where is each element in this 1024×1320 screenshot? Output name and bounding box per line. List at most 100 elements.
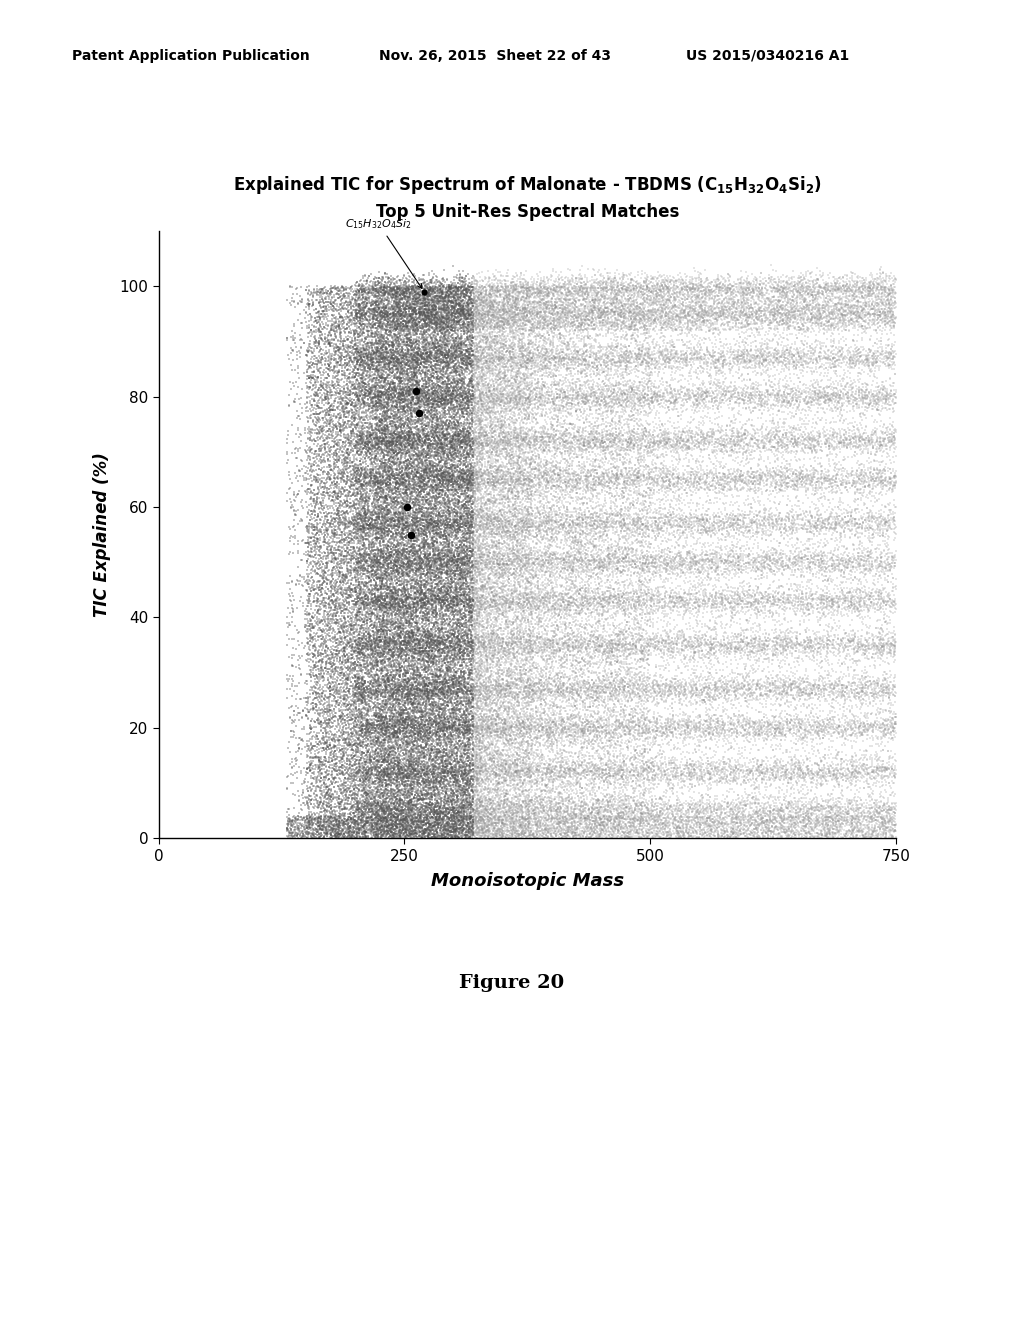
Point xyxy=(361,713,378,734)
Point xyxy=(389,350,406,371)
Point xyxy=(314,628,331,649)
Point xyxy=(540,768,556,789)
Point xyxy=(494,709,510,730)
Point xyxy=(391,413,408,434)
Point xyxy=(662,504,678,525)
Point xyxy=(402,416,419,437)
Point xyxy=(538,669,554,690)
Point xyxy=(431,649,447,671)
Point xyxy=(841,297,857,318)
Point xyxy=(398,615,415,636)
Point xyxy=(510,801,526,822)
Point xyxy=(668,506,684,527)
Point xyxy=(353,680,370,701)
Point xyxy=(310,541,327,562)
Point xyxy=(888,645,904,667)
Point xyxy=(668,727,684,748)
Point xyxy=(684,286,700,308)
Point xyxy=(354,296,371,317)
Point xyxy=(874,715,891,737)
Point xyxy=(687,751,703,772)
Point xyxy=(459,590,475,611)
Point xyxy=(440,301,457,322)
Point xyxy=(772,277,788,298)
Point xyxy=(365,792,381,813)
Point xyxy=(705,710,721,731)
Point xyxy=(494,337,510,358)
Point xyxy=(447,784,464,805)
Point xyxy=(344,330,360,351)
Point xyxy=(629,520,645,541)
Point xyxy=(471,729,487,750)
Point xyxy=(487,335,504,356)
Point xyxy=(724,387,740,408)
Point xyxy=(505,466,521,487)
Point xyxy=(421,795,437,816)
Point xyxy=(746,602,763,623)
Point xyxy=(621,351,637,372)
Point xyxy=(390,809,407,830)
Point xyxy=(650,591,667,612)
Point xyxy=(468,789,484,810)
Point xyxy=(677,269,693,290)
Point xyxy=(824,747,841,768)
Point xyxy=(368,705,384,726)
Point xyxy=(510,796,526,817)
Point xyxy=(370,318,386,339)
Point xyxy=(424,680,440,701)
Point xyxy=(336,403,352,424)
Point xyxy=(490,656,507,677)
Point xyxy=(429,529,445,550)
Point xyxy=(689,429,706,450)
Point xyxy=(542,330,558,351)
Point xyxy=(445,591,462,612)
Point xyxy=(685,273,701,294)
Point xyxy=(328,277,344,298)
Point xyxy=(451,809,467,830)
Point xyxy=(510,552,526,573)
Point xyxy=(678,506,694,527)
Point xyxy=(588,599,604,620)
Point xyxy=(852,351,868,372)
Point xyxy=(375,378,391,399)
Point xyxy=(588,813,604,834)
Point xyxy=(476,818,493,840)
Point xyxy=(416,743,432,764)
Point xyxy=(408,718,424,739)
Point xyxy=(820,638,837,659)
Point xyxy=(493,429,509,450)
Point xyxy=(758,271,774,292)
Point xyxy=(429,478,445,499)
Point xyxy=(673,768,689,789)
Point xyxy=(503,611,519,632)
Point xyxy=(697,285,714,306)
Point xyxy=(287,822,303,843)
Point xyxy=(350,653,367,675)
Point xyxy=(870,581,887,602)
Point xyxy=(371,726,387,747)
Point xyxy=(455,579,471,601)
Point xyxy=(560,293,577,314)
Point xyxy=(368,418,384,440)
Point xyxy=(518,818,535,840)
Point xyxy=(736,634,753,655)
Point xyxy=(782,396,799,417)
Point xyxy=(500,663,516,684)
Point xyxy=(464,766,480,787)
Point xyxy=(573,487,590,508)
Point xyxy=(811,774,827,795)
Point xyxy=(318,463,335,484)
Point xyxy=(824,822,841,843)
Point xyxy=(326,647,342,668)
Point xyxy=(449,626,465,647)
Point xyxy=(390,692,407,713)
Point xyxy=(328,817,344,838)
Point xyxy=(543,810,559,832)
Point xyxy=(441,449,458,470)
Point xyxy=(368,533,384,554)
Point xyxy=(394,763,411,784)
Point xyxy=(727,298,743,319)
Point xyxy=(345,543,361,564)
Point xyxy=(818,714,835,735)
Point xyxy=(423,821,439,842)
